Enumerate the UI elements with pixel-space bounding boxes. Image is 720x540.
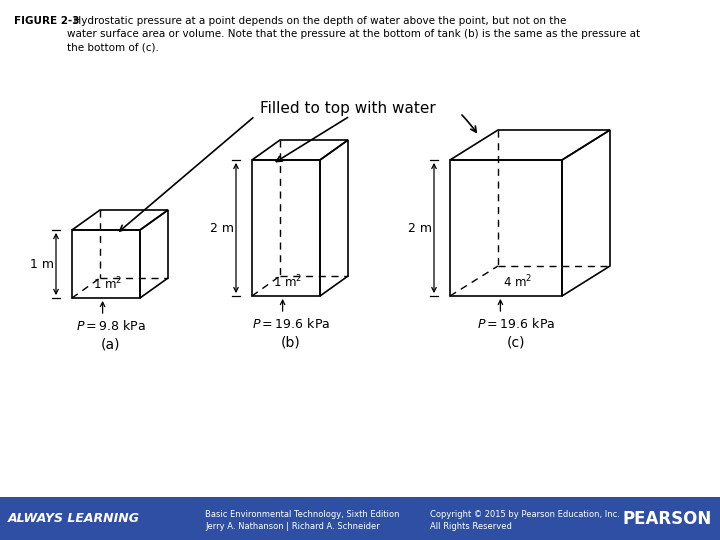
Text: 2 m: 2 m (210, 221, 234, 234)
Text: 2 m: 2 m (408, 221, 432, 234)
Text: Basic Environmental Technology, Sixth Edition: Basic Environmental Technology, Sixth Ed… (205, 510, 400, 519)
Text: Hydrostatic pressure at a point depends on the depth of water above the point, b: Hydrostatic pressure at a point depends … (67, 16, 640, 52)
Text: $P = 19.6\ \mathrm{kPa}$: $P = 19.6\ \mathrm{kPa}$ (477, 317, 555, 331)
Text: $P = 19.6\ \mathrm{kPa}$: $P = 19.6\ \mathrm{kPa}$ (252, 317, 330, 331)
Text: $1\ \mathrm{m}^2$: $1\ \mathrm{m}^2$ (93, 276, 122, 292)
Text: ALWAYS LEARNING: ALWAYS LEARNING (8, 512, 140, 525)
Text: 1 m: 1 m (30, 258, 54, 271)
Text: (a): (a) (102, 337, 121, 351)
Text: PEARSON: PEARSON (623, 510, 712, 528)
Text: (b): (b) (281, 335, 301, 349)
Text: FIGURE 2-3: FIGURE 2-3 (14, 16, 79, 26)
Text: All Rights Reserved: All Rights Reserved (430, 522, 512, 531)
Text: Jerry A. Nathanson | Richard A. Schneider: Jerry A. Nathanson | Richard A. Schneide… (205, 522, 379, 531)
Text: (c): (c) (507, 335, 526, 349)
Text: $4\ \mathrm{m}^2$: $4\ \mathrm{m}^2$ (503, 274, 532, 291)
Text: $1\ \mathrm{m}^2$: $1\ \mathrm{m}^2$ (273, 274, 302, 291)
Text: Copyright © 2015 by Pearson Education, Inc.: Copyright © 2015 by Pearson Education, I… (430, 510, 620, 519)
Text: Filled to top with water: Filled to top with water (260, 100, 436, 116)
Text: $P = 9.8\ \mathrm{kPa}$: $P = 9.8\ \mathrm{kPa}$ (76, 319, 146, 333)
Bar (0, 497, 720, 540)
